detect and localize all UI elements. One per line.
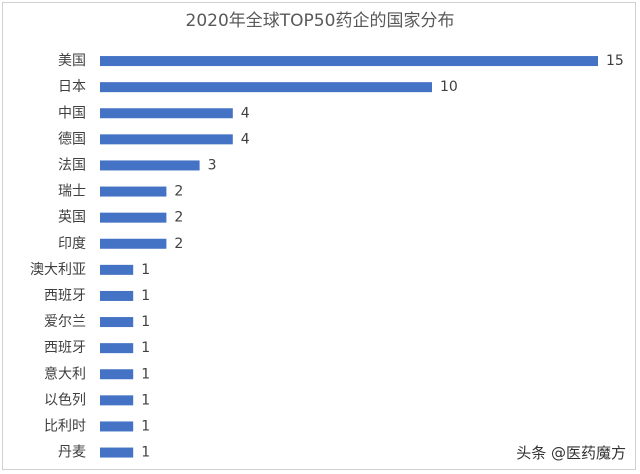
bar bbox=[100, 108, 233, 119]
category-label: 美国 bbox=[58, 53, 86, 69]
category-label: 意大利 bbox=[44, 365, 86, 382]
category-label: 丹麦 bbox=[58, 445, 86, 461]
category-label: 德国 bbox=[58, 131, 86, 147]
bar bbox=[100, 56, 598, 67]
value-label: 1 bbox=[141, 392, 150, 408]
bar bbox=[100, 369, 134, 380]
category-label: 印度 bbox=[58, 236, 86, 252]
category-label: 瑞士 bbox=[58, 184, 86, 200]
category-label: 比利时 bbox=[44, 418, 86, 434]
category-label: 以色列 bbox=[44, 391, 86, 408]
value-label: 1 bbox=[141, 288, 150, 304]
bar bbox=[100, 290, 134, 301]
watermark-text: 头条 @医药魔方 bbox=[516, 444, 626, 462]
value-label: 1 bbox=[141, 340, 150, 356]
bar bbox=[100, 395, 134, 406]
bar bbox=[100, 447, 134, 458]
value-label: 15 bbox=[606, 53, 624, 69]
category-label: 爱尔兰 bbox=[44, 314, 86, 330]
value-label: 1 bbox=[141, 445, 150, 461]
value-label: 4 bbox=[241, 105, 250, 121]
value-label: 2 bbox=[174, 184, 183, 200]
chart-frame bbox=[2, 2, 636, 470]
chart-title: 2020年全球TOP50药企的国家分布 bbox=[186, 11, 455, 31]
bar bbox=[100, 264, 134, 275]
category-label: 日本 bbox=[58, 79, 86, 95]
bars-group: 美国 15 日本 10 中国 4 德国 4 法国 3 瑞士 2 英国 2 印度 2 澳大利亚 1 西班牙 1 爱尔兰 1 西… bbox=[30, 53, 624, 461]
value-label: 1 bbox=[141, 366, 150, 382]
value-label: 1 bbox=[141, 314, 150, 330]
value-label: 1 bbox=[141, 418, 150, 434]
category-label: 西班牙 bbox=[44, 288, 86, 304]
category-label: 法国 bbox=[58, 157, 86, 173]
category-label: 中国 bbox=[58, 105, 86, 121]
value-label: 1 bbox=[141, 262, 150, 278]
value-label: 10 bbox=[440, 79, 458, 95]
bar bbox=[100, 317, 134, 328]
value-label: 2 bbox=[174, 236, 183, 252]
category-label: 澳大利亚 bbox=[30, 262, 86, 278]
bar bbox=[100, 238, 167, 249]
value-label: 2 bbox=[174, 210, 183, 226]
value-label: 3 bbox=[208, 157, 217, 173]
category-label: 西班牙 bbox=[44, 340, 86, 356]
bar bbox=[100, 160, 200, 171]
bar bbox=[100, 343, 134, 354]
bar bbox=[100, 134, 233, 145]
bar bbox=[100, 186, 167, 197]
bar bbox=[100, 82, 432, 93]
value-label: 4 bbox=[241, 131, 250, 147]
category-label: 英国 bbox=[58, 209, 86, 226]
bar bbox=[100, 421, 134, 432]
bar bbox=[100, 212, 167, 223]
